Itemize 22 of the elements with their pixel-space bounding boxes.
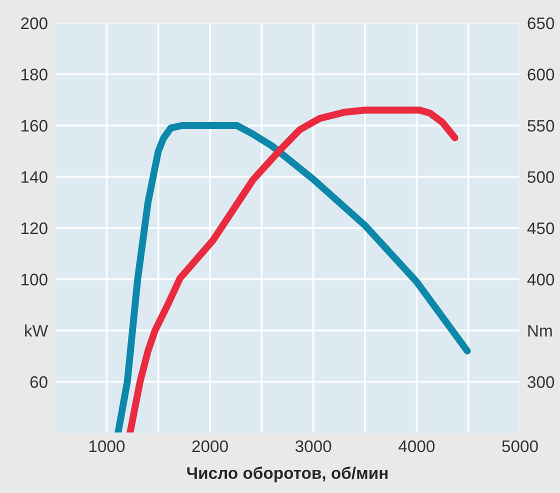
y2-tick-label: 450: [527, 222, 554, 234]
y-tick-label: kW: [25, 324, 48, 337]
x-axis-title: Число оборотов, об/мин: [187, 466, 388, 482]
y-tick-label: 100: [22, 274, 48, 286]
x-tick-label: 3000: [295, 440, 332, 452]
y2-tick-label: 500: [528, 171, 554, 183]
y-tick-label: 140: [22, 171, 48, 183]
y-tick-label: 160: [22, 120, 48, 132]
x-tick-label: 4000: [398, 440, 435, 452]
x-tick-label: 5000: [502, 440, 538, 452]
y2-tick-label: Nm: [528, 325, 552, 337]
y-tick-label: 120: [22, 222, 48, 234]
y2-tick-label: 400: [527, 274, 554, 286]
y2-tick-label: 600: [528, 68, 554, 80]
y-tick-label: 180: [22, 68, 48, 80]
y2-tick-label: 550: [528, 120, 554, 132]
x-tick-label: 2000: [192, 440, 228, 452]
x-tick-label: 1000: [89, 440, 125, 452]
y2-tick-label: 650: [528, 17, 554, 30]
y-tick-label: 200: [21, 17, 48, 30]
y-tick-label: 60: [30, 376, 48, 388]
y2-tick-label: 300: [528, 376, 554, 388]
